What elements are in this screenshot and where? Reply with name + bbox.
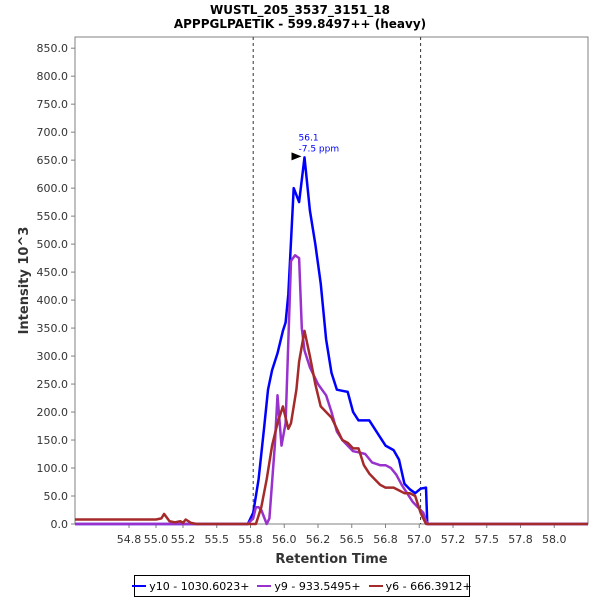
x-tick-label: 55.0 [144,533,169,546]
series-line-3 [75,329,588,526]
y-tick-label: 0.0 [51,518,69,531]
legend-item-3: y6 - 666.3912+ [368,579,472,593]
peak-marker-arrow [291,152,302,161]
y-tick-label: 200.0 [37,406,69,419]
x-tick-label: 56.5 [340,533,365,546]
x-tick-label: 58.0 [542,533,567,546]
series-line-2 [75,254,588,526]
annotation-retention-time: 56.1 [299,133,319,143]
x-tick-label: 55.8 [238,533,263,546]
y-tick-label: 750.0 [37,98,69,111]
legend-label: y10 - 1030.6023+ [149,579,250,593]
series-line-1 [75,156,588,526]
x-tick-label: 57.8 [508,533,533,546]
y-tick-label: 700.0 [37,126,69,139]
x-tick-label: 54.8 [117,533,142,546]
chart-subtitle: APPPGLPAETIK - 599.8497++ (heavy) [173,17,427,31]
legend-swatch [368,585,383,587]
x-tick-label: 55.5 [205,533,230,546]
legend-swatch [257,585,272,587]
y-tick-label: 850.0 [37,42,69,55]
y-tick-label: 550.0 [37,210,69,223]
legend-swatch [132,585,147,587]
legend-label: y9 - 933.5495+ [274,579,361,593]
y-tick-label: 600.0 [37,182,69,195]
y-tick-label: 300.0 [37,350,69,363]
legend-item-1: y10 - 1030.6023+ [132,580,249,593]
y-tick-label: 250.0 [37,378,69,391]
y-axis-title: Intensity 10^3 [17,227,32,335]
y-tick-label: 50.0 [44,490,69,503]
y-tick-label: 100.0 [37,462,69,475]
annotation-ppm: -7.5 ppm [299,144,340,154]
x-axis-title: Retention Time [275,552,387,567]
y-tick-label: 800.0 [37,70,69,83]
x-tick-label: 56.2 [306,533,331,546]
y-tick-label: 150.0 [37,434,69,447]
y-tick-label: 500.0 [37,238,69,251]
x-tick-label: 57.0 [407,533,432,546]
legend-label: y6 - 666.3912+ [385,579,472,593]
x-tick-label: 57.2 [441,533,466,546]
y-tick-label: 400.0 [37,294,69,307]
y-tick-label: 450.0 [37,266,69,279]
y-tick-label: 650.0 [37,154,69,167]
x-tick-label: 56.8 [373,533,398,546]
plot-area [74,36,589,525]
chart-title: WUSTL_205_3537_3151_18 [210,3,390,17]
legend-item-2: y9 - 933.5495+ [257,579,361,593]
legend: y10 - 1030.6023+ y9 - 933.5495+ y6 - 666.3… [132,575,472,597]
x-tick-label: 57.5 [475,533,500,546]
x-tick-label: 55.2 [171,533,196,546]
y-tick-label: 350.0 [37,322,69,335]
x-tick-label: 56.0 [272,533,297,546]
